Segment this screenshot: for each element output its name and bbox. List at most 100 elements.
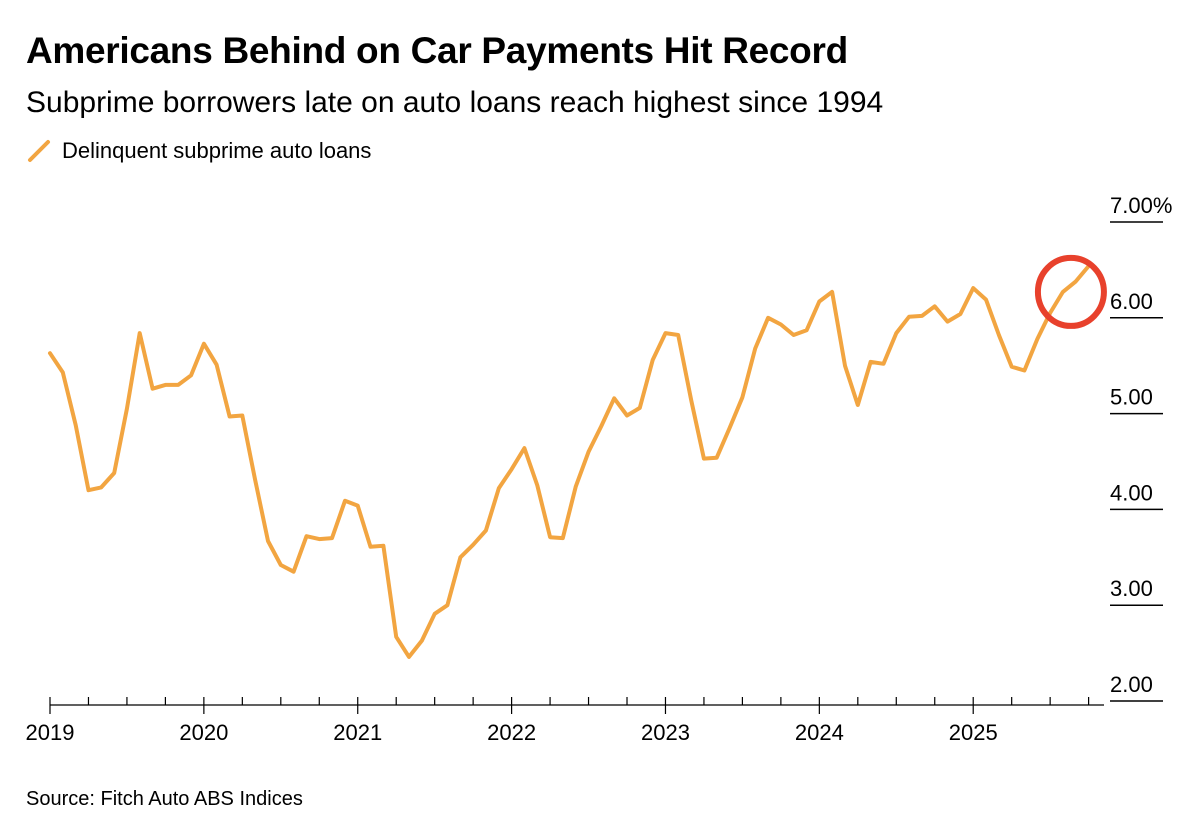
y-tick-label: 5.00 (1110, 385, 1153, 410)
data-point (522, 446, 526, 450)
data-point (625, 414, 629, 418)
y-tick-label: 3.00 (1110, 576, 1153, 601)
data-point (599, 424, 603, 428)
data-point (535, 483, 539, 487)
legend: Delinquent subprime auto loans (26, 138, 371, 164)
data-point (381, 544, 385, 548)
data-point (766, 316, 770, 320)
data-point (920, 314, 924, 318)
data-point (48, 351, 52, 355)
chart-title: Americans Behind on Car Payments Hit Rec… (26, 30, 848, 71)
y-tick-label: 4.00 (1110, 480, 1153, 505)
data-point (407, 655, 411, 659)
data-point (420, 639, 424, 643)
data-point (151, 387, 155, 391)
data-point (138, 331, 142, 335)
data-point (663, 331, 667, 335)
data-point (1035, 337, 1039, 341)
data-point (458, 555, 462, 559)
x-tick-label: 2024 (795, 720, 844, 745)
source-note: Source: Fitch Auto ABS Indices (26, 788, 303, 810)
data-point (471, 543, 475, 547)
x-tick-label: 2020 (179, 720, 228, 745)
y-tick-label: 6.00 (1110, 289, 1153, 314)
legend-label: Delinquent subprime auto loans (62, 138, 372, 163)
x-tick-label: 2022 (487, 720, 536, 745)
data-point (805, 328, 809, 332)
data-point (843, 364, 847, 368)
data-point (99, 485, 103, 489)
data-point (1022, 368, 1026, 372)
data-point (612, 396, 616, 400)
data-point (317, 537, 321, 541)
data-point (869, 360, 873, 364)
data-point (753, 346, 757, 350)
data-point (253, 478, 257, 482)
data-point (356, 504, 360, 508)
data-point (86, 488, 90, 492)
x-tick-label: 2019 (26, 720, 75, 745)
y-tick-label: 7.00% (1110, 193, 1172, 218)
data-point (958, 312, 962, 316)
data-point (638, 406, 642, 410)
data-point (894, 331, 898, 335)
data-point (215, 363, 219, 367)
data-point (369, 545, 373, 549)
data-point (61, 370, 65, 374)
data-point (1010, 365, 1014, 369)
y-tick-label: 2.00 (1110, 672, 1153, 697)
data-point (830, 290, 834, 294)
data-point (984, 298, 988, 302)
data-point (946, 320, 950, 324)
data-point (689, 398, 693, 402)
data-point (702, 457, 706, 461)
data-point (715, 456, 719, 460)
data-point (240, 414, 244, 418)
data-point (510, 467, 514, 471)
data-point (163, 383, 167, 387)
data-point (125, 407, 129, 411)
data-point (740, 395, 744, 399)
data-point (228, 414, 232, 418)
data-point (330, 536, 334, 540)
data-point (279, 563, 283, 567)
data-point (292, 570, 296, 574)
data-point (971, 286, 975, 290)
x-tick-label: 2025 (949, 720, 998, 745)
data-point (189, 373, 193, 377)
data-point (202, 342, 206, 346)
data-point (74, 423, 78, 427)
data-point (676, 333, 680, 337)
data-point (856, 403, 860, 407)
data-point (574, 484, 578, 488)
data-point (176, 383, 180, 387)
data-point (343, 499, 347, 503)
data-point (497, 486, 501, 490)
data-point (817, 300, 821, 304)
x-tick-label: 2021 (333, 720, 382, 745)
data-point (1061, 290, 1065, 294)
data-point (587, 450, 591, 454)
data-point (112, 471, 116, 475)
data-point (1074, 279, 1078, 283)
x-tick-label: 2023 (641, 720, 690, 745)
highlight-circle (1034, 254, 1107, 329)
series-line (48, 264, 1091, 659)
data-point (445, 603, 449, 607)
data-point (882, 362, 886, 366)
series-group (48, 264, 1091, 659)
data-point (548, 535, 552, 539)
data-point (484, 528, 488, 532)
data-point (433, 612, 437, 616)
data-point (728, 426, 732, 430)
data-point (561, 536, 565, 540)
data-point (933, 304, 937, 308)
data-point (266, 539, 270, 543)
data-point (907, 315, 911, 319)
data-point (304, 534, 308, 538)
data-point (779, 323, 783, 327)
x-axis: 2019 2020 2021 2022 2023 2024 2025 (26, 697, 1104, 745)
chart-subtitle: Subprime borrowers late on auto loans re… (26, 86, 884, 119)
legend-swatch-icon (28, 140, 50, 162)
